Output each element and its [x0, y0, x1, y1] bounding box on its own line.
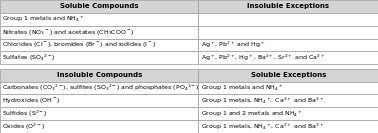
Bar: [0, 39, 198, 51]
Bar: [0, 69, 198, 82]
Text: Group 1 metals, NH$_4$$^+$, Ca$^{2+}$ and Ba$^{2+}$: Group 1 metals, NH$_4$$^+$, Ca$^{2+}$ an…: [201, 96, 324, 106]
Text: Soluble Compounds: Soluble Compounds: [60, 3, 139, 9]
Text: Carbonates (CO$_3$$^{2-}$), sulfites (SO$_3$$^{2-}$) and phosphates (PO$_4$$^{3-: Carbonates (CO$_3$$^{2-}$), sulfites (SO…: [2, 83, 200, 93]
Text: Sulfates (SO$_4$$^{2-}$): Sulfates (SO$_4$$^{2-}$): [2, 53, 56, 63]
Bar: [0, 26, 198, 39]
Bar: [198, 0, 378, 13]
Bar: [0, 95, 198, 107]
Text: Insoluble Compounds: Insoluble Compounds: [57, 72, 142, 78]
Text: Hydroxides (OH$^-$): Hydroxides (OH$^-$): [2, 96, 61, 105]
Text: Group 1 metals, NH$_4$$^+$, Ca$^{2+}$ and Ba$^{2+}$: Group 1 metals, NH$_4$$^+$, Ca$^{2+}$ an…: [201, 121, 324, 132]
Text: Oxides (O$^{2-}$): Oxides (O$^{2-}$): [2, 121, 45, 132]
Bar: [198, 26, 378, 39]
Bar: [198, 69, 378, 82]
Bar: [198, 51, 378, 64]
Text: Chlorides (Cl$^-$), bromides (Br$^-$) and iodides (I$^-$): Chlorides (Cl$^-$), bromides (Br$^-$) an…: [2, 40, 156, 49]
Bar: [198, 13, 378, 26]
Bar: [198, 82, 378, 95]
Bar: [0, 13, 198, 26]
Text: Insoluble Exceptions: Insoluble Exceptions: [247, 3, 329, 9]
Text: Sulfides (S$^{2-}$): Sulfides (S$^{2-}$): [2, 109, 48, 119]
Bar: [198, 39, 378, 51]
Bar: [198, 95, 378, 107]
Text: Ag$^+$, Pb$^{2+}$ and Hg$^+$: Ag$^+$, Pb$^{2+}$ and Hg$^+$: [201, 40, 265, 50]
Bar: [0, 82, 198, 95]
Text: Group 1 metals and NH$_4$$^+$: Group 1 metals and NH$_4$$^+$: [201, 83, 283, 93]
Text: Soluble Exceptions: Soluble Exceptions: [251, 72, 326, 78]
Text: Group 1 metals and NH$_4$$^+$: Group 1 metals and NH$_4$$^+$: [2, 14, 85, 24]
Bar: [0, 51, 198, 64]
Bar: [0, 120, 198, 133]
Text: Group 1 and 2 metals and NH$_4$$^+$: Group 1 and 2 metals and NH$_4$$^+$: [201, 109, 303, 119]
Text: Nitrates (NO$_3$$^-$) and acetates (CH$_3$COO$^-$): Nitrates (NO$_3$$^-$) and acetates (CH$_…: [2, 28, 135, 37]
Bar: [198, 107, 378, 120]
Bar: [198, 120, 378, 133]
Bar: [0, 107, 198, 120]
Bar: [0, 0, 198, 13]
Text: Ag$^+$, Pb$^{2+}$, Hg$^+$, Ba$^{2+}$, Sr$^{2+}$ and Ca$^{2+}$: Ag$^+$, Pb$^{2+}$, Hg$^+$, Ba$^{2+}$, Sr…: [201, 53, 325, 63]
